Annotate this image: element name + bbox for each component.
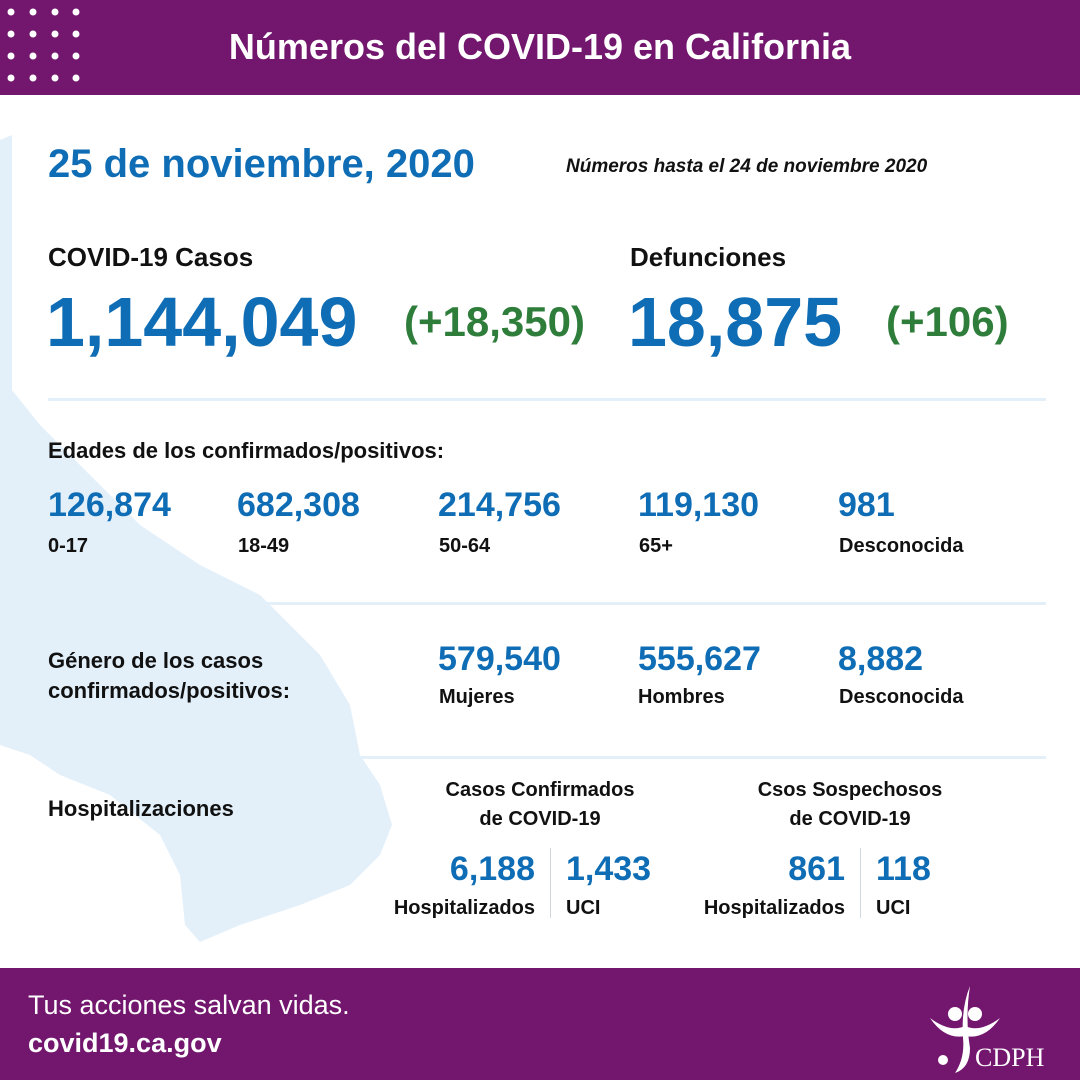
suspected-title-line2: de COVID-19: [789, 808, 911, 830]
suspected-icu-label: UCI: [876, 897, 911, 919]
age-value: 119,130: [638, 486, 760, 524]
deaths-value: 18,875: [628, 283, 843, 361]
cdph-logo: CDPH: [925, 978, 1055, 1073]
gender-label: Mujeres: [439, 686, 515, 708]
confirmed-title: Casos Confirmados de COVID-19: [420, 776, 660, 834]
age-label: 65+: [639, 535, 673, 557]
gender-heading-line2: confirmados/positivos:: [48, 678, 291, 703]
confirmed-title-line2: de COVID-19: [479, 808, 601, 830]
age-label: Desconocida: [839, 535, 964, 557]
gender-value: 8,882: [838, 640, 924, 678]
confirmed-title-line1: Casos Confirmados: [445, 779, 635, 801]
footer: Tus acciones salvan vidas. covid19.ca.go…: [0, 968, 1080, 1080]
footer-url[interactable]: covid19.ca.gov: [28, 1028, 222, 1058]
cases-change: (+18,350): [404, 298, 585, 345]
gender-value: 555,627: [638, 640, 761, 678]
gender-heading: Género de los casos confirmados/positivo…: [48, 646, 290, 706]
divider: [48, 756, 1046, 759]
california-map-silhouette: [0, 135, 392, 942]
suspected-icu-value: 118: [876, 850, 931, 888]
suspected-hospitalized-label: Hospitalizados: [703, 897, 845, 919]
svg-text:CDPH: CDPH: [975, 1043, 1045, 1072]
gender-label: Desconocida: [839, 686, 964, 708]
separator: [550, 848, 551, 918]
suspected-title: Csos Sospechosos de COVID-19: [730, 776, 970, 834]
header-banner: Números del COVID-19 en California: [0, 0, 1080, 95]
dots-decoration: [7, 8, 80, 82]
confirmed-hospitalized-value: 6,188: [449, 850, 535, 888]
data-as-of: Números hasta el 24 de noviembre 2020: [566, 156, 928, 177]
hospitalizations-heading: Hospitalizaciones: [48, 796, 234, 821]
gender-label: Hombres: [638, 686, 725, 708]
suspected-hospitalized-value: 861: [788, 850, 845, 888]
suspected-title-line1: Csos Sospechosos: [757, 779, 943, 801]
age-value: 981: [838, 486, 895, 524]
deaths-label: Defunciones: [630, 242, 787, 272]
age-label: 18-49: [238, 535, 290, 557]
separator: [860, 848, 861, 918]
confirmed-icu-value: 1,433: [566, 850, 652, 888]
gender-value: 579,540: [438, 640, 561, 678]
divider: [48, 602, 1046, 605]
age-label: 50-64: [439, 535, 491, 557]
divider: [48, 398, 1046, 401]
ages-heading: Edades de los confirmados/positivos:: [48, 438, 445, 463]
cases-value: 1,144,049: [46, 283, 358, 361]
age-value: 126,874: [48, 486, 171, 524]
gender-heading-line1: Género de los casos: [48, 648, 264, 673]
age-value: 682,308: [237, 486, 360, 524]
cases-label: COVID-19 Casos: [48, 242, 254, 272]
report-date: 25 de noviembre, 2020: [48, 142, 475, 186]
footer-tagline: Tus acciones salvan vidas.: [28, 990, 350, 1020]
confirmed-icu-label: UCI: [566, 897, 601, 919]
confirmed-hospitalized-label: Hospitalizados: [393, 897, 535, 919]
deaths-change: (+106): [886, 298, 1009, 345]
age-value: 214,756: [438, 486, 561, 524]
age-label: 0-17: [48, 535, 89, 557]
page-title: Números del COVID-19 en California: [228, 26, 852, 67]
